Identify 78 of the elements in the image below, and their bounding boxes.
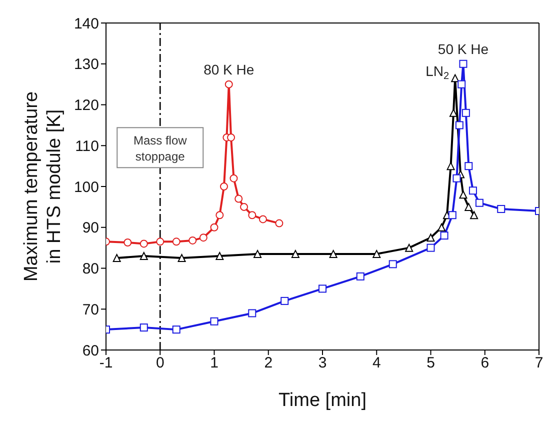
point [426,234,435,242]
y-tick-label: 120 [74,97,99,114]
point [140,324,148,332]
y-tick-label: 90 [82,220,99,237]
point [291,250,300,258]
point [475,198,484,207]
point [178,254,186,262]
point [199,234,208,242]
x-tick-label: 5 [426,354,435,372]
series-label: LN$_{2}$ [426,63,450,82]
x-tick-label: 3 [318,354,327,372]
point [458,80,466,88]
point [449,108,458,117]
y-tick-label: 110 [75,138,99,155]
point [248,309,256,318]
x-tick-label: -1 [99,354,113,372]
point [318,284,326,293]
point [227,133,236,142]
point [140,252,148,260]
ref-line-label: Mass flow stoppage [133,134,188,164]
y-tick-label: 80 [82,260,99,278]
point [405,244,414,252]
point [210,223,218,232]
point [240,202,248,211]
point [446,162,455,170]
series-label: 80 K He [204,61,254,78]
point [220,182,228,190]
y-axis-title: Maximum temperature in HTS module [K] [21,91,65,282]
point [254,250,262,258]
point [459,60,468,68]
point [459,190,468,199]
point [448,211,456,220]
point [224,80,233,88]
y-tick-label: 140 [74,15,99,32]
x-axis-title: Time [min] [278,390,366,411]
point [210,317,218,326]
point [468,186,477,195]
point [470,211,478,220]
y-tick-label: 100 [74,178,99,196]
point [452,174,461,182]
x-tick-label: 0 [156,354,164,372]
point [248,211,256,220]
point [140,240,148,248]
point [464,202,473,211]
x-tick-label: 7 [534,354,544,372]
point [372,250,381,258]
x-tick-label: 2 [264,354,273,372]
point [329,250,338,258]
point [275,219,284,228]
point [258,215,267,224]
point [388,260,397,268]
point [426,244,435,252]
point [280,296,289,305]
point [156,238,164,246]
point [172,238,180,246]
point [216,211,224,220]
point [440,232,448,240]
point [230,174,238,182]
y-tick-label: 130 [74,56,99,74]
x-tick-label: 1 [210,354,218,372]
point [234,194,243,203]
point [438,223,446,232]
y-tick-label: 60 [82,342,99,360]
point [462,108,470,117]
point [124,238,132,246]
point [464,162,473,170]
point [451,74,460,82]
x-tick-label: 6 [480,354,490,372]
point [188,236,197,244]
y-tick-label: 70 [82,301,99,318]
point [356,272,364,280]
point [172,326,180,334]
point [216,252,224,260]
point [455,121,464,130]
series-label: 50 K He [438,40,489,57]
point [112,254,121,262]
point [497,204,506,213]
x-tick-label: 4 [372,354,381,372]
